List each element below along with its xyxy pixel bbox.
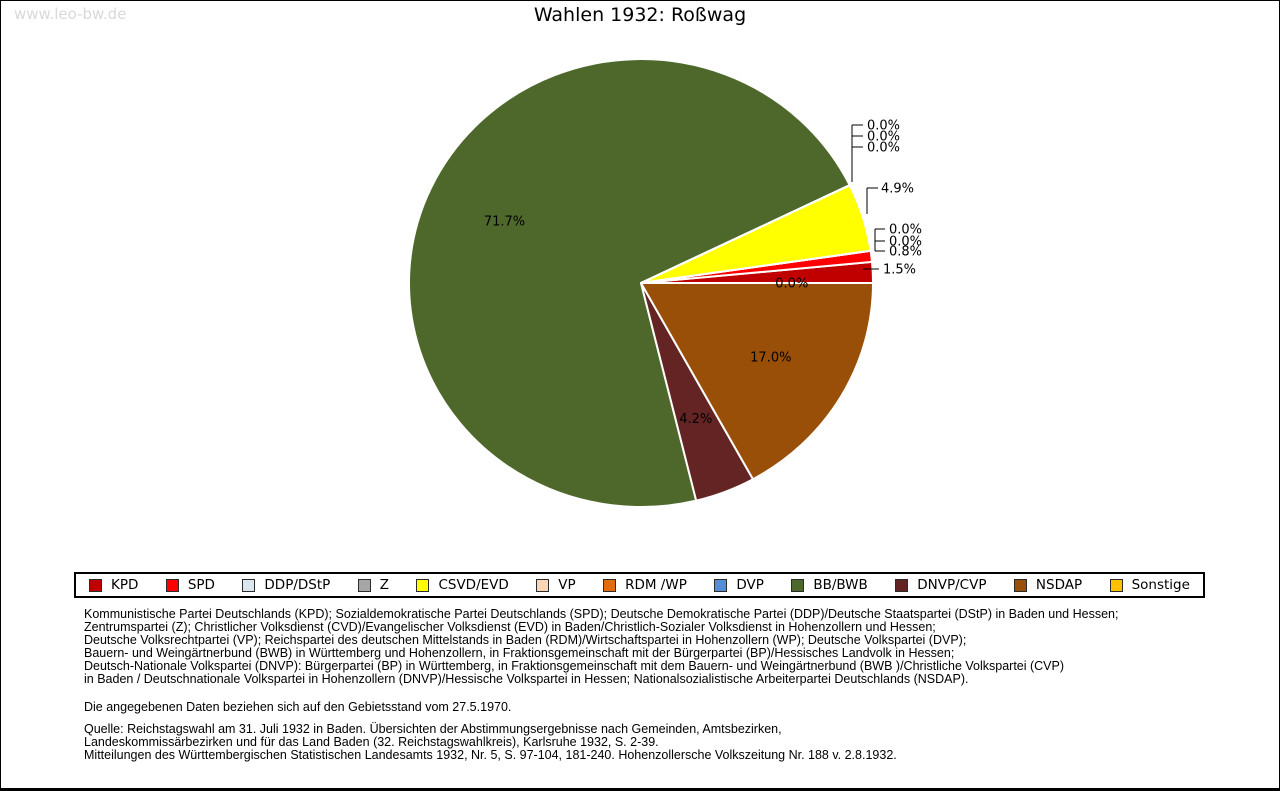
pie-slice-nsdap: [640, 282, 874, 481]
pie-label-bb-bwb: 71.7%: [484, 215, 525, 230]
legend-label: DVP: [736, 577, 764, 593]
legend-label: VP: [558, 577, 576, 593]
legend-item-z: Z: [357, 577, 389, 593]
party-abbreviations-note: Kommunistische Partei Deutschlands (KPD)…: [84, 607, 1119, 686]
pie-label-dnvp-cvp: 4.2%: [679, 412, 712, 427]
territorial-status-note: Die angegebenen Daten beziehen sich auf …: [84, 700, 512, 714]
pie-callout-label-kpd: 1.5%: [883, 263, 916, 278]
legend-label: RDM /WP: [625, 577, 687, 593]
legend: KPD SPD DDP/DStP Z CSVD/EVD VP RDM /WP DVP BB/BW…: [74, 572, 1205, 598]
legend-label: NSDAP: [1035, 577, 1083, 593]
legend-item-dvp: DVP: [714, 577, 764, 593]
legend-item-ddp-dstp: DDP/DStP: [242, 577, 330, 593]
legend-swatch-dvp: [714, 578, 728, 592]
legend-swatch-kpd: [89, 578, 102, 592]
legend-label: Z: [379, 577, 389, 593]
legend-swatch-sonstige: [1109, 578, 1123, 592]
legend-item-bb-bwb: BB/BWB: [791, 577, 868, 593]
chart-title: Wahlen 1932: Roßwag: [533, 4, 747, 26]
legend-label: KPD: [111, 577, 139, 593]
legend-item-vp: VP: [536, 577, 576, 593]
legend-swatch-dnvp-cvp: [895, 578, 909, 592]
source-note: Quelle: Reichstagswahl am 31. Juli 1932 …: [84, 722, 897, 762]
legend-swatch-rdm-wp: [603, 578, 617, 592]
pie-slice-bb-bwb: [408, 58, 851, 508]
legend-swatch-vp: [536, 578, 550, 592]
legend-item-csvd-evd: CSVD/EVD: [416, 577, 509, 593]
pie-callout-label-csvd-evd: 4.9%: [881, 182, 914, 197]
legend-item-rdm-wp: RDM /WP: [603, 577, 687, 593]
legend-swatch-bb-bwb: [791, 578, 805, 592]
pie-callout-label-spd: 0.8%: [889, 245, 922, 260]
pie-zero-slice-line: [640, 184, 851, 284]
pie-chart: 71.7%4.2%17.0%0.0%0.0%0.0%0.0%4.9%0.0%0.…: [408, 58, 922, 508]
legend-item-sonstige: Sonstige: [1109, 577, 1190, 593]
leo-bw-watermark: www.leo-bw.de: [14, 5, 127, 23]
legend-swatch-z: [357, 578, 371, 592]
pie-zero-slice-line: [640, 249, 871, 284]
legend-swatch-ddp-dstp: [242, 578, 256, 592]
legend-item-kpd: KPD: [89, 577, 138, 593]
legend-swatch-spd: [165, 578, 179, 592]
pie-label-sonstige: 0.0%: [775, 277, 808, 292]
legend-swatch-csvd-evd: [416, 578, 430, 592]
legend-label: BB/BWB: [813, 577, 868, 593]
pie-label-nsdap: 17.0%: [750, 351, 791, 366]
pie-callout-label-rdm-wp: 0.0%: [867, 130, 900, 145]
legend-item-spd: SPD: [165, 577, 215, 593]
legend-item-dnvp-cvp: DNVP/CVP: [895, 577, 986, 593]
legend-label: DNVP/CVP: [917, 577, 987, 593]
pie-callout-label-ddp-dstp: 0.0%: [889, 223, 922, 238]
pie-callout-label-vp: 0.0%: [867, 119, 900, 134]
pie-callout-label-dvp: 0.0%: [867, 141, 900, 156]
legend-item-nsdap: NSDAP: [1013, 577, 1083, 593]
legend-label: SPD: [187, 577, 215, 593]
legend-swatch-nsdap: [1013, 578, 1027, 592]
legend-label: DDP/DStP: [264, 577, 331, 593]
pie-callout-label-z: 0.0%: [889, 235, 922, 250]
legend-label: Sonstige: [1131, 577, 1190, 593]
legend-label: CSVD/EVD: [438, 577, 509, 593]
